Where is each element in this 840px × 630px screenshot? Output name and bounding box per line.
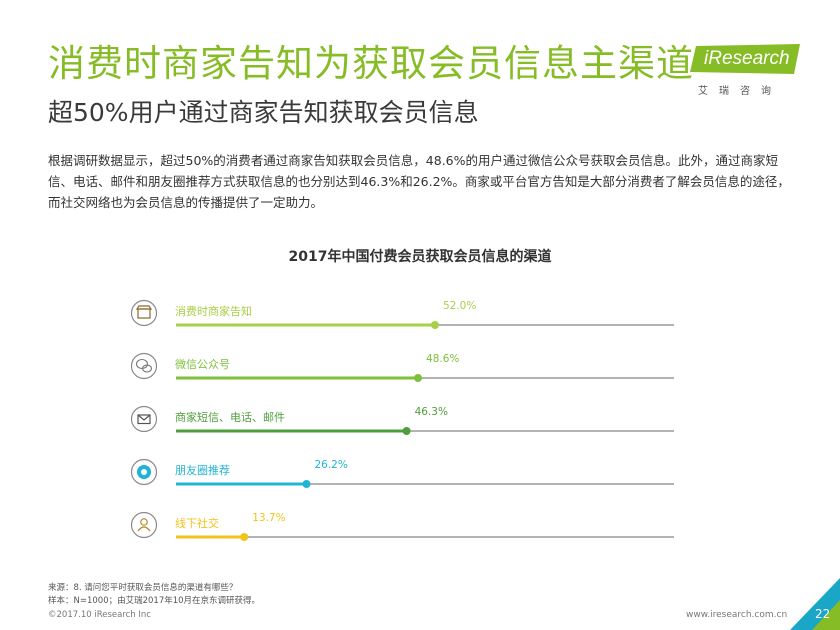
source-note: 来源：8. 请问您平时获取会员信息的渠道有哪些？ xyxy=(48,583,238,593)
category-label: 商家短信、电话、邮件 xyxy=(175,410,285,424)
page-title: 消费时商家告知为获取会员信息主渠道 xyxy=(48,42,694,85)
logo-badge-icon xyxy=(690,44,800,74)
value-label: 48.6% xyxy=(426,353,459,365)
chart-title: 2017年中国付费会员获取会员信息的渠道 xyxy=(288,249,552,265)
logo-brand: iResearch xyxy=(704,48,790,69)
iresearch-logo: iResearch 艾瑞咨询 xyxy=(690,44,802,100)
page-subtitle: 超50%用户通过商家告知获取会员信息 xyxy=(48,98,479,127)
bar-end-marker xyxy=(302,480,311,488)
value-label: 52.0% xyxy=(443,300,476,312)
page-number: 22 xyxy=(815,607,831,621)
person-icon xyxy=(130,511,158,539)
mail-icon xyxy=(130,405,158,433)
copyright: ©2017.10 iResearch Inc xyxy=(48,610,151,620)
logo-subtitle: 艾瑞咨询 xyxy=(698,86,782,97)
summary-paragraph: 根据调研数据显示，超过50%的消费者通过商家告知获取会员信息，48.6%的用户通… xyxy=(48,153,790,210)
corner-decoration-icon xyxy=(790,578,840,630)
website-link[interactable]: www.iresearch.com.cn xyxy=(686,610,788,620)
value-label: 13.7% xyxy=(252,512,285,524)
bar-end-marker xyxy=(402,427,411,435)
moments-icon xyxy=(130,458,158,486)
value-label: 46.3% xyxy=(415,406,448,418)
shop-icon xyxy=(130,299,158,327)
bar-end-marker xyxy=(240,533,249,541)
category-label: 消费时商家告知 xyxy=(175,304,252,318)
category-label: 微信公众号 xyxy=(175,357,230,371)
wechat-icon xyxy=(130,352,158,380)
bar-end-marker xyxy=(430,321,439,329)
category-label: 线下社交 xyxy=(175,516,219,530)
category-label: 朋友圈推荐 xyxy=(175,463,230,477)
bar-end-marker xyxy=(414,374,423,382)
value-label: 26.2% xyxy=(314,459,347,471)
sample-note: 样本：N=1000；由艾瑞2017年10月在京东调研获得。 xyxy=(48,596,261,606)
